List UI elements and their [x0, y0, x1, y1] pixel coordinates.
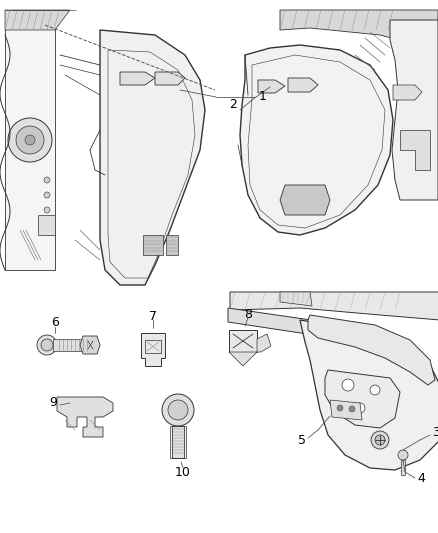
Polygon shape — [229, 352, 257, 366]
Circle shape — [44, 177, 50, 183]
Text: 10: 10 — [175, 465, 191, 479]
Circle shape — [41, 339, 53, 351]
Polygon shape — [80, 336, 100, 354]
Polygon shape — [240, 45, 393, 235]
Text: 9: 9 — [49, 397, 57, 409]
Polygon shape — [5, 10, 70, 30]
Polygon shape — [143, 235, 163, 255]
Circle shape — [355, 403, 365, 413]
Polygon shape — [57, 397, 113, 437]
Polygon shape — [166, 235, 178, 255]
Circle shape — [370, 385, 380, 395]
Polygon shape — [53, 339, 90, 351]
Polygon shape — [390, 20, 438, 200]
Circle shape — [44, 207, 50, 213]
Text: 1: 1 — [259, 91, 267, 103]
Circle shape — [375, 435, 385, 445]
Polygon shape — [228, 308, 380, 345]
Polygon shape — [308, 315, 435, 385]
Circle shape — [44, 192, 50, 198]
Polygon shape — [288, 78, 318, 92]
Polygon shape — [401, 460, 405, 475]
Polygon shape — [257, 334, 271, 352]
Text: 4: 4 — [417, 472, 425, 484]
Circle shape — [8, 118, 52, 162]
Circle shape — [337, 405, 343, 411]
Polygon shape — [393, 85, 422, 100]
Circle shape — [25, 135, 35, 145]
Polygon shape — [325, 370, 400, 428]
Text: 7: 7 — [149, 310, 157, 322]
Text: 2: 2 — [229, 99, 237, 111]
Polygon shape — [330, 400, 362, 420]
Text: 3: 3 — [432, 425, 438, 439]
Circle shape — [349, 406, 355, 412]
Polygon shape — [280, 185, 330, 215]
Circle shape — [168, 400, 188, 420]
Polygon shape — [230, 292, 438, 320]
Circle shape — [371, 431, 389, 449]
Polygon shape — [400, 130, 430, 170]
Polygon shape — [300, 320, 438, 470]
Polygon shape — [172, 426, 184, 458]
Circle shape — [37, 335, 57, 355]
Text: 5: 5 — [298, 433, 306, 447]
Polygon shape — [280, 10, 438, 50]
Text: 6: 6 — [51, 317, 59, 329]
Circle shape — [16, 126, 44, 154]
Polygon shape — [100, 30, 205, 285]
Polygon shape — [258, 80, 285, 93]
Polygon shape — [38, 215, 55, 235]
Circle shape — [398, 450, 408, 460]
Polygon shape — [120, 72, 155, 85]
Polygon shape — [229, 330, 257, 352]
Polygon shape — [141, 333, 165, 366]
Text: 8: 8 — [244, 308, 252, 320]
Polygon shape — [280, 292, 312, 306]
Circle shape — [162, 394, 194, 426]
Polygon shape — [155, 72, 185, 85]
Polygon shape — [5, 10, 55, 270]
Circle shape — [342, 379, 354, 391]
